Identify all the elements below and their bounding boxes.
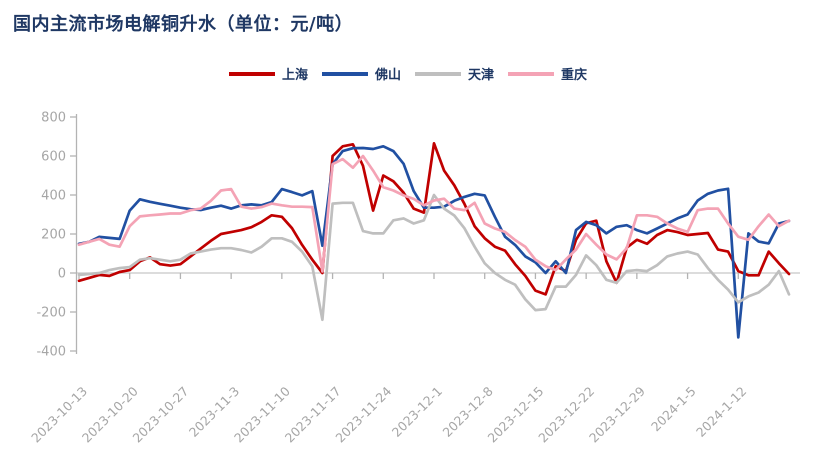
- legend-label: 上海: [281, 68, 308, 83]
- x-axis-tick-label: 2024-1-12: [693, 384, 749, 440]
- legend-label: 天津: [468, 68, 495, 83]
- legend: 上海 佛山 天津 重庆: [0, 64, 816, 83]
- legend-item-2: 天津: [415, 64, 494, 83]
- legend-item-3: 重庆: [508, 64, 587, 83]
- y-axis-tick-label: 800: [41, 111, 66, 126]
- legend-swatch-icon: [415, 71, 461, 76]
- series-line-重庆: [77, 154, 791, 273]
- y-axis-tick-label: 600: [41, 150, 66, 165]
- series-line-上海: [77, 141, 791, 296]
- legend-swatch-icon: [321, 71, 368, 76]
- y-axis-tick-label: -400: [36, 345, 66, 360]
- x-axis-tick-label: 2023-12-1: [389, 384, 445, 440]
- legend-item-1: 佛山: [321, 64, 401, 83]
- y-axis-tick-label: 0: [58, 267, 66, 282]
- legend-label: 佛山: [374, 68, 401, 83]
- legend-swatch-icon: [508, 71, 555, 76]
- chart-title: 国内主流市场电解铜升水（单位：元/吨）: [13, 14, 354, 35]
- series-line-佛山: [77, 144, 791, 339]
- y-axis-tick-label: 400: [41, 189, 66, 204]
- y-axis-tick-label: 200: [41, 228, 66, 243]
- legend-swatch-icon: [228, 71, 275, 76]
- series-line-天津: [77, 193, 791, 322]
- y-axis-tick-label: -200: [36, 306, 66, 321]
- x-axis-tick-label: 2024-1-5: [648, 384, 699, 435]
- legend-item-0: 上海: [228, 64, 308, 83]
- legend-label: 重庆: [561, 68, 588, 83]
